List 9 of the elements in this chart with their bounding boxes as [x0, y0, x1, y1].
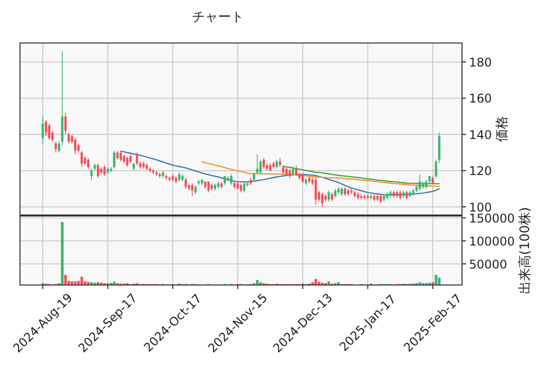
chart-title: チャート: [192, 10, 244, 25]
y-tick-label: 160: [469, 92, 492, 106]
y-axis-title: 出来高(100株): [516, 207, 533, 294]
y-tick-label: 120: [469, 164, 492, 178]
y-tick-label: 140: [469, 128, 492, 142]
y-tick-label: 50000: [469, 257, 508, 272]
y-tick-label: 100000: [469, 234, 515, 248]
y-axis-title: 価格: [494, 116, 510, 142]
y-tick-label: 180: [469, 56, 492, 70]
